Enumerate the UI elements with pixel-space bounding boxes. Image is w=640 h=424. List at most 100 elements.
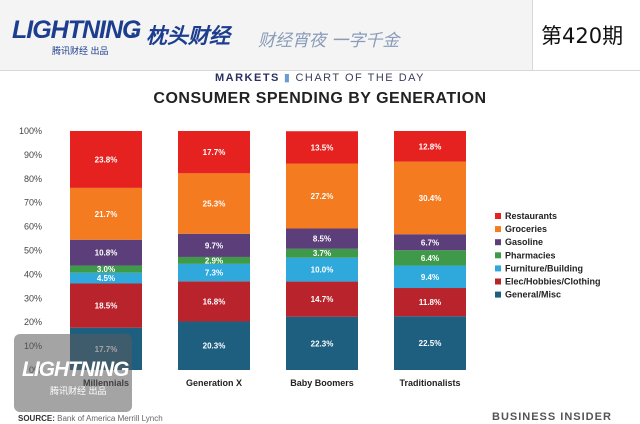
- data-label: 25.3%: [203, 200, 226, 209]
- x-category-label: Traditionalists: [399, 378, 460, 388]
- source-text: Bank of America Merrill Lynch: [57, 414, 163, 423]
- data-label: 27.2%: [311, 192, 334, 201]
- data-label: 13.5%: [311, 143, 334, 152]
- legend-label: Restaurants: [505, 211, 557, 221]
- data-label: 18.5%: [95, 302, 118, 311]
- logo-subtext: 腾讯财经 出品: [52, 46, 109, 56]
- legend-swatch-restaurants: [495, 213, 501, 219]
- logo-text: LIGHTNING: [12, 16, 141, 44]
- issue-number: 第420期: [541, 24, 624, 48]
- source-note: SOURCE: Bank of America Merrill Lynch: [18, 414, 163, 423]
- y-tick-label: 70%: [24, 198, 42, 208]
- bar-segment-elec-hobbies-clothing: [286, 281, 358, 317]
- bar-segment-gasoline: [178, 233, 250, 257]
- legend-swatch-furniture-building: [495, 265, 501, 272]
- data-label: 11.8%: [419, 298, 441, 307]
- bar-chart-icon: ▮: [283, 72, 292, 84]
- y-tick-label: 80%: [24, 174, 42, 184]
- bar-segment-elec-hobbies-clothing: [394, 288, 466, 317]
- data-label: 2.9%: [205, 256, 223, 265]
- bar-segment-furniture-building: [70, 272, 142, 284]
- bar-segment-general-misc: [394, 316, 466, 370]
- y-tick-label: 90%: [24, 150, 42, 160]
- legend-swatch-gasoline: [495, 239, 501, 246]
- legend-label: Groceries: [505, 224, 547, 234]
- legend-swatch-general-misc: [495, 291, 501, 298]
- data-label: 16.8%: [203, 297, 226, 306]
- legend-label: Furniture/Building: [505, 263, 583, 273]
- data-label: 10.0%: [311, 266, 334, 275]
- y-tick-label: 60%: [24, 222, 42, 232]
- y-tick-label: 50%: [24, 246, 42, 256]
- bar-segment-general-misc: [178, 321, 250, 370]
- legend-swatch-elec-hobbies-clothing: [495, 278, 501, 285]
- data-label: 6.7%: [421, 238, 439, 247]
- data-label: 21.7%: [95, 210, 118, 219]
- bar-segment-pharmacies: [286, 248, 358, 258]
- bar-segment-general-misc: [286, 316, 358, 370]
- publisher-logo: BUSINESS INSIDER: [492, 411, 612, 423]
- bar-segment-restaurants: [394, 131, 466, 162]
- legend-label: General/Misc: [505, 290, 561, 300]
- bar-segment-furniture-building: [394, 265, 466, 289]
- watermark-text: LIGHTNING: [22, 358, 129, 381]
- legend-label: Elec/Hobbies/Clothing: [505, 277, 601, 287]
- data-label: 23.8%: [95, 155, 118, 164]
- chart-header: MARKETS ▮ CHART OF THE DAY: [0, 71, 640, 84]
- bar-segment-pharmacies: [394, 250, 466, 266]
- top-banner: LIGHTNING 腾讯财经 出品 · 枕头财经 财经宵夜 一字千金 第420期: [0, 0, 640, 71]
- data-label: 7.3%: [205, 269, 223, 278]
- data-label: 3.7%: [313, 249, 331, 258]
- legend-swatch-groceries: [495, 226, 501, 233]
- brand-separator: ·: [130, 22, 138, 47]
- data-label: 17.7%: [203, 148, 226, 157]
- data-label: 14.7%: [311, 295, 334, 304]
- lightning-logo: LIGHTNING 腾讯财经 出品: [10, 14, 141, 56]
- y-tick-label: 30%: [24, 293, 42, 303]
- bar-segment-restaurants: [70, 131, 142, 188]
- data-label: 20.3%: [203, 342, 226, 351]
- data-label: 3.0%: [97, 265, 115, 274]
- data-label: 4.5%: [97, 274, 115, 283]
- legend-label: Gasoline: [505, 237, 543, 247]
- legend-swatch-pharmacies: [495, 252, 501, 259]
- legend-label: Pharmacies: [505, 250, 556, 260]
- data-label: 22.5%: [419, 339, 442, 348]
- bar-segment-groceries: [178, 173, 250, 234]
- x-category-label: Baby Boomers: [290, 378, 354, 388]
- data-label: 30.4%: [419, 194, 442, 203]
- watermark-subtext: 腾讯财经 出品: [50, 386, 107, 396]
- bar-segment-restaurants: [178, 131, 250, 174]
- data-label: 22.3%: [311, 339, 334, 348]
- y-tick-label: 40%: [24, 269, 42, 279]
- x-category-label: Generation X: [186, 378, 242, 388]
- bar-segment-gasoline: [394, 234, 466, 251]
- brand-tagline: 财经宵夜 一字千金: [258, 31, 400, 51]
- bar-segment-groceries: [70, 187, 142, 240]
- data-label: 6.4%: [421, 254, 439, 263]
- bar-segment-elec-hobbies-clothing: [178, 281, 250, 322]
- data-label: 9.4%: [421, 273, 439, 282]
- watermark-logo: LIGHTNING 腾讯财经 出品: [14, 334, 132, 412]
- bar-segment-pharmacies: [70, 265, 142, 273]
- y-tick-label: 100%: [19, 126, 42, 136]
- bar-segment-elec-hobbies-clothing: [70, 283, 142, 328]
- y-tick-label: 20%: [24, 317, 42, 327]
- chart-title: CONSUMER SPENDING BY GENERATION: [153, 90, 487, 107]
- bar-segment-restaurants: [286, 131, 358, 164]
- bar-segment-groceries: [286, 163, 358, 229]
- bar-segment-gasoline: [70, 239, 142, 266]
- data-label: 8.5%: [313, 235, 331, 244]
- markets-label: MARKETS: [215, 72, 280, 84]
- bar-segment-pharmacies: [178, 256, 250, 264]
- bar-segment-groceries: [394, 161, 466, 235]
- issue-box: 第420期: [532, 0, 640, 70]
- source-label: SOURCE:: [18, 414, 55, 423]
- bar-segment-furniture-building: [286, 257, 358, 282]
- data-label: 10.8%: [95, 249, 118, 258]
- brand-name: 枕头财经: [146, 24, 230, 48]
- bar-segment-gasoline: [286, 228, 358, 249]
- chart-of-day-label: CHART OF THE DAY: [295, 72, 425, 84]
- bar-segment-furniture-building: [178, 263, 250, 282]
